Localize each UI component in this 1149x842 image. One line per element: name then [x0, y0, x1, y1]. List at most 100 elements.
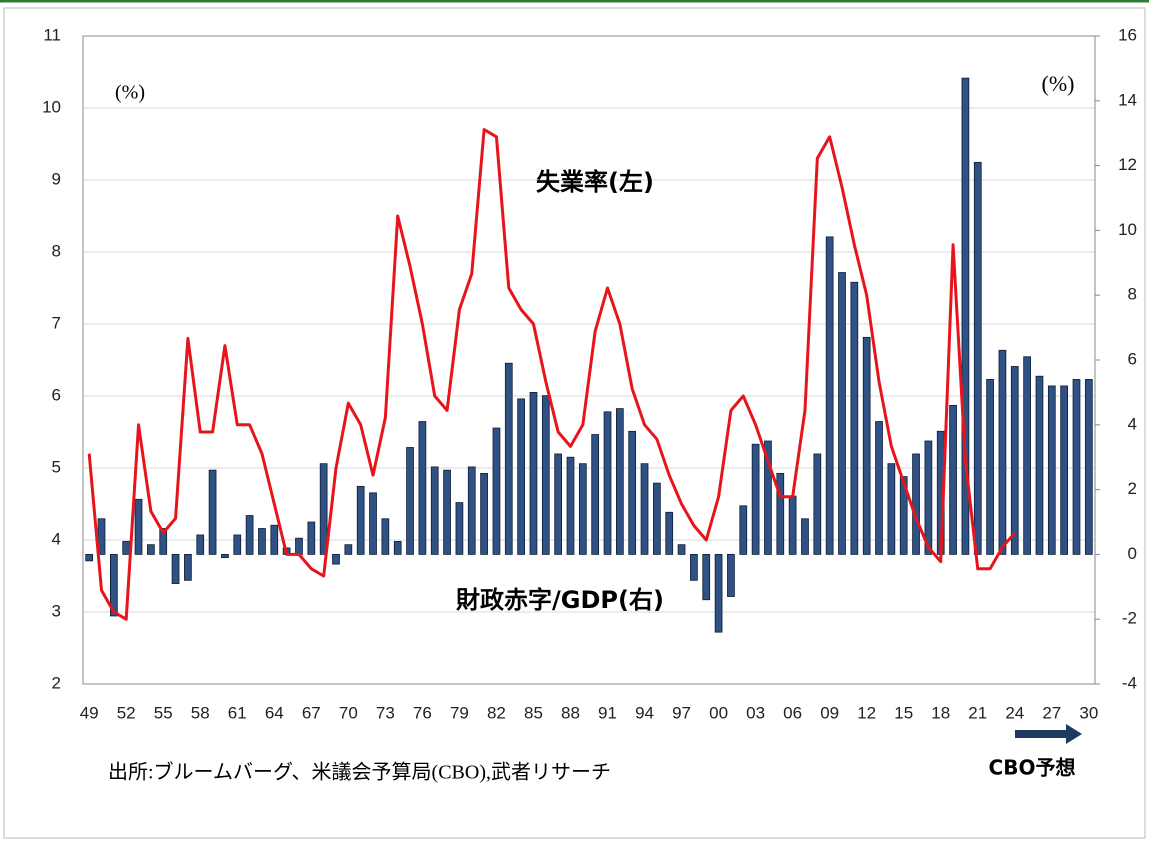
y2-tick-label: 14 [1118, 90, 1137, 109]
bar [554, 453, 563, 555]
bar [998, 349, 1007, 555]
x-tick-label: 09 [820, 703, 839, 722]
bar [504, 362, 513, 555]
bar [764, 440, 772, 555]
bar [85, 554, 94, 562]
bar [640, 463, 649, 555]
bar [233, 534, 242, 555]
bar [838, 272, 846, 555]
plot-border [82, 35, 1096, 685]
bar [776, 472, 785, 555]
bar [949, 404, 957, 555]
bar [566, 456, 575, 555]
y2-tick-label: 4 [1128, 414, 1137, 433]
bar [221, 554, 229, 559]
y-tick-label: 4 [52, 529, 61, 548]
bar [702, 554, 711, 601]
x-tick-label: 15 [894, 703, 913, 722]
bar [406, 447, 414, 555]
y2-tick-label: 12 [1118, 155, 1137, 174]
bar [690, 554, 698, 581]
bar [109, 554, 118, 617]
bar [319, 463, 328, 555]
bar [418, 421, 427, 555]
bar [739, 505, 748, 555]
y2-tick-label: 0 [1128, 544, 1137, 563]
y-tick-label: 8 [52, 241, 61, 260]
bar [159, 528, 168, 555]
x-tick-label: 73 [376, 703, 395, 722]
bar [665, 511, 674, 555]
source: 出所:ブルームバーグ、米議会予算局(CBO),武者リサーチ [108, 760, 611, 784]
x-tick-label: 00 [709, 703, 728, 722]
bar [455, 502, 464, 555]
y2-tick-label: 16 [1118, 25, 1137, 44]
bar [578, 463, 587, 555]
x-tick-label: 58 [191, 703, 210, 722]
bar [1023, 356, 1031, 555]
bar [430, 466, 439, 555]
bar [1060, 385, 1069, 555]
bar [356, 485, 365, 555]
bar [628, 430, 637, 555]
x-tick-label: 27 [1042, 703, 1061, 722]
x-tick-label: 55 [154, 703, 173, 722]
bar [295, 537, 303, 555]
bar [467, 466, 476, 555]
bar [603, 411, 612, 555]
x-tick-label: 49 [80, 703, 99, 722]
bar [332, 554, 340, 565]
forecast-label: CBO予想 [989, 756, 1076, 780]
y-tick-label: 11 [43, 25, 61, 44]
bar [1010, 366, 1019, 555]
bar [541, 395, 550, 555]
bar [788, 495, 797, 555]
bar [196, 534, 205, 555]
bar [443, 469, 451, 555]
x-tick-label: 21 [968, 703, 987, 722]
x-tick-label: 70 [339, 703, 358, 722]
x-tick-label: 79 [450, 703, 469, 722]
bar [258, 528, 266, 555]
x-tick-label: 30 [1079, 703, 1098, 722]
bar [912, 453, 920, 555]
x-tick-label: 64 [265, 703, 284, 722]
x-tick-label: 82 [487, 703, 506, 722]
y-tick-label: 9 [52, 169, 61, 188]
y2-tick-label: -2 [1122, 609, 1137, 628]
x-tick-label: 97 [672, 703, 691, 722]
y2-tick-label: -4 [1122, 673, 1137, 692]
x-tick-label: 88 [561, 703, 580, 722]
x-tick-label: 18 [931, 703, 950, 722]
bar [147, 544, 155, 555]
y-tick-label: 5 [52, 457, 61, 476]
y-tick-label: 2 [52, 673, 61, 692]
bar [899, 476, 908, 555]
bar [529, 391, 538, 555]
bar [171, 554, 180, 584]
x-tick-label: 03 [746, 703, 765, 722]
bar [381, 518, 390, 555]
bar [393, 541, 402, 555]
bar [184, 554, 192, 581]
bar [986, 379, 994, 555]
bar [615, 408, 624, 555]
bar [825, 236, 834, 555]
bar-label: 財政赤字/GDP(右) [456, 586, 664, 614]
y-unit: (%) [115, 82, 145, 104]
bar [1047, 385, 1056, 555]
bar [1035, 375, 1044, 555]
bar [307, 521, 316, 555]
forecast-arrowhead [1066, 724, 1082, 744]
bar [727, 554, 735, 597]
y2-unit: (%) [1042, 71, 1075, 96]
bar [813, 453, 822, 555]
bar [591, 434, 600, 555]
frame [3, 7, 1146, 839]
x-tick-label: 61 [228, 703, 247, 722]
y2-tick-label: 2 [1128, 479, 1137, 498]
bar [1072, 379, 1081, 555]
bar [924, 440, 933, 555]
line-label: 失業率(左) [536, 168, 654, 196]
